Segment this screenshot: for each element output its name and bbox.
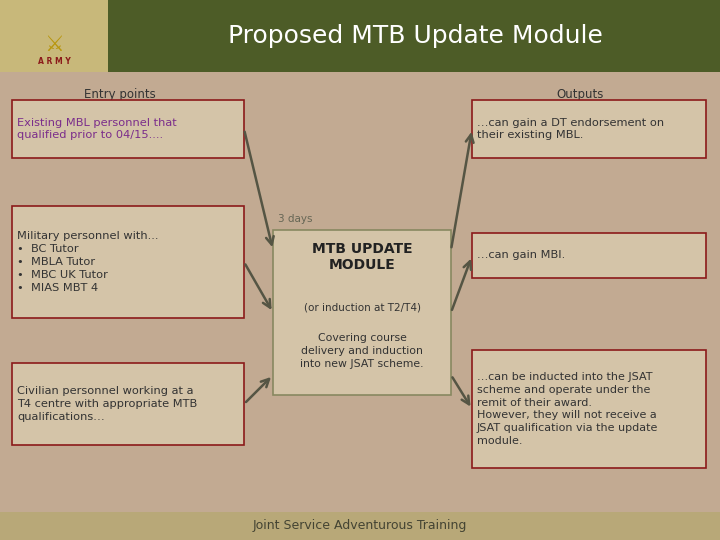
Text: Military personnel with...
•  BC Tutor
•  MBLA Tutor
•  MBC UK Tutor
•  MIAS MBT: Military personnel with... • BC Tutor • … [17, 232, 158, 293]
Text: 3 days: 3 days [278, 214, 312, 224]
Bar [12, 100, 244, 158]
Text: Existing MBL personnel that
qualified prior to 04/15....: Existing MBL personnel that qualified pr… [17, 118, 176, 140]
Bar [472, 350, 706, 468]
Bar [472, 100, 706, 158]
Bar [273, 230, 451, 395]
Text: Civilian personnel working at a
T4 centre with appropriate MTB
qualifications…: Civilian personnel working at a T4 centr… [17, 386, 197, 422]
Text: A R M Y: A R M Y [37, 57, 71, 66]
Bar [472, 233, 706, 278]
Bar [0, 512, 720, 540]
Text: Entry points: Entry points [84, 88, 156, 101]
Bar [0, 72, 720, 512]
Text: Covering course
delivery and induction
into new JSAT scheme.: Covering course delivery and induction i… [300, 333, 424, 369]
Text: ⚔: ⚔ [44, 35, 64, 55]
Text: (or induction at T2/T4): (or induction at T2/T4) [304, 302, 420, 312]
Bar [0, 0, 108, 72]
Text: Joint Service Adventurous Training: Joint Service Adventurous Training [253, 519, 467, 532]
Bar [12, 206, 244, 318]
Text: MTB UPDATE
MODULE: MTB UPDATE MODULE [312, 242, 413, 272]
Bar [12, 363, 244, 445]
Text: …can gain a DT endorsement on
their existing MBL.: …can gain a DT endorsement on their exis… [477, 118, 664, 140]
Text: Outputs: Outputs [557, 88, 603, 101]
Text: …can gain MBI.: …can gain MBI. [477, 251, 565, 260]
Bar [0, 0, 720, 72]
Text: Proposed MTB Update Module: Proposed MTB Update Module [228, 24, 603, 48]
Text: …can be inducted into the JSAT
scheme and operate under the
remit of their award: …can be inducted into the JSAT scheme an… [477, 372, 658, 446]
